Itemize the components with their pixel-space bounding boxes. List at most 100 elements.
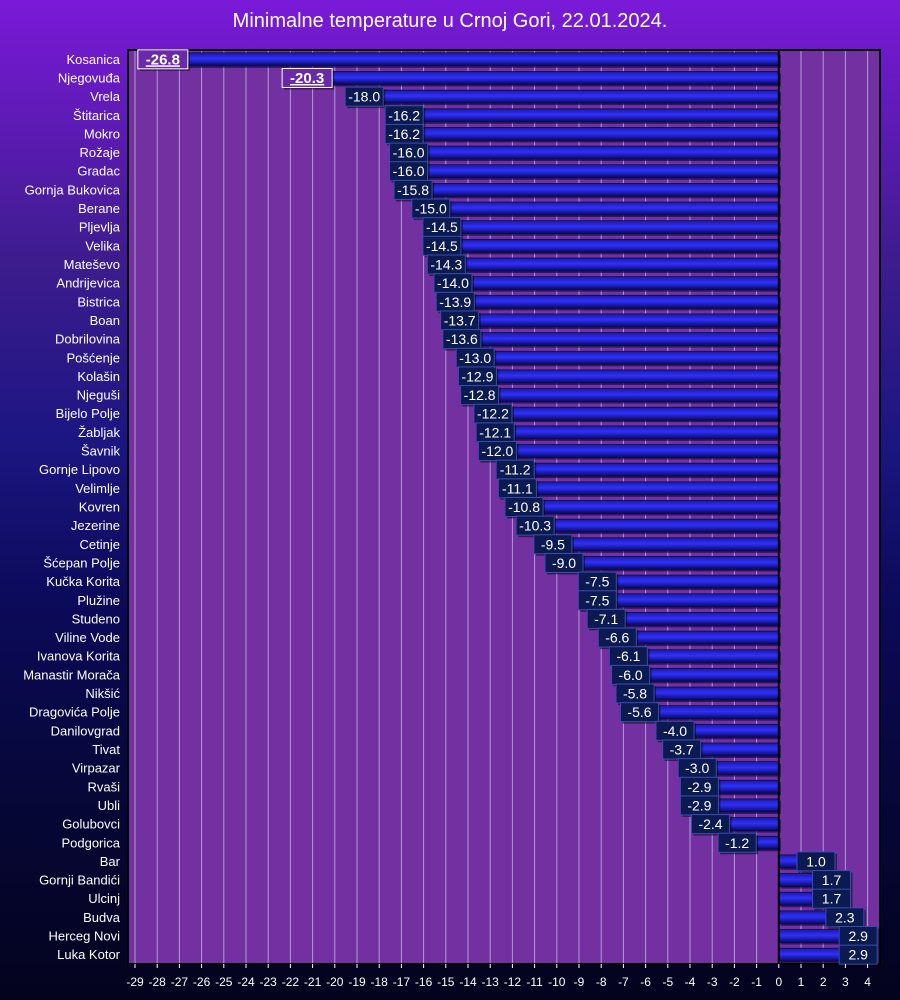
value-label-box — [544, 552, 584, 573]
bar — [476, 332, 780, 347]
value-label: -7.5 — [585, 592, 609, 608]
bar — [492, 369, 780, 384]
value-label-box — [281, 67, 333, 88]
category-label: Gornji Bandići — [39, 873, 120, 888]
x-tick-label: 2 — [820, 975, 827, 989]
bar — [327, 71, 780, 85]
category-label: Bijelo Polje — [56, 406, 120, 421]
category-label: Bistrica — [77, 294, 120, 309]
bar — [654, 705, 780, 720]
category-label: Njeguši — [77, 388, 120, 403]
category-label: Dobrilovina — [55, 332, 121, 347]
category-label: Ubli — [98, 798, 121, 813]
x-tick-label: -10 — [548, 975, 566, 989]
value-label: -14.5 — [426, 219, 458, 235]
value-label: -10.3 — [519, 518, 551, 534]
x-tick-label: -21 — [304, 975, 322, 989]
value-label: -12.1 — [479, 424, 511, 440]
x-tick-label: -22 — [282, 975, 300, 989]
value-label: -10.8 — [508, 499, 540, 515]
value-label: 2.3 — [835, 909, 855, 925]
x-axis-ticks: -29 -28 -27 -26 -25 -24 -23 -22 -21 -20 -19 -18 -17-… — [126, 964, 871, 989]
value-label: -11.1 — [502, 480, 533, 496]
value-label: -12.0 — [481, 443, 513, 459]
bar — [620, 612, 780, 626]
category-label: Kosanica — [67, 52, 121, 67]
x-tick-label: -12 — [504, 975, 522, 989]
bar — [696, 742, 780, 757]
category-label: Šavnik — [81, 444, 121, 459]
category-label: Danilovgrad — [51, 723, 120, 738]
bar — [611, 574, 780, 589]
category-label: Vrela — [90, 89, 121, 104]
x-tick-label: -24 — [237, 975, 255, 989]
category-label: Ivanova Korita — [37, 649, 121, 664]
value-label: -3.7 — [670, 741, 694, 757]
bar — [418, 108, 780, 123]
x-tick-label: -20 — [326, 975, 344, 989]
bar — [531, 481, 780, 496]
x-tick-label: -25 — [215, 975, 233, 989]
x-tick-label: -27 — [171, 975, 189, 989]
bar — [578, 556, 780, 570]
bar — [778, 947, 844, 962]
category-label: Njegovuđa — [58, 70, 121, 85]
value-label: -20.3 — [290, 70, 324, 87]
category-label: Gornje Lipovo — [39, 462, 120, 477]
x-tick-label: -9 — [574, 975, 585, 989]
category-label: Budva — [83, 910, 121, 925]
value-label: 1.7 — [822, 891, 842, 907]
category-label: Herceg Novi — [48, 929, 120, 944]
value-label: -13.9 — [439, 294, 471, 310]
x-tick-label: -5 — [662, 975, 673, 989]
bar — [378, 89, 780, 104]
category-label: Velika — [85, 238, 120, 253]
bar — [456, 220, 780, 235]
bar — [427, 182, 780, 197]
value-label: -13.0 — [459, 350, 491, 366]
value-label: -14.3 — [430, 257, 462, 273]
bar — [460, 257, 780, 272]
bar — [456, 238, 780, 253]
x-tick-label: -2 — [729, 975, 740, 989]
category-label: Podgorica — [61, 835, 120, 850]
x-tick-label: -29 — [126, 975, 144, 989]
value-label: -9.0 — [552, 555, 576, 571]
x-tick-label: -15 — [437, 975, 455, 989]
bar — [445, 201, 780, 216]
value-label: -26.8 — [146, 51, 180, 68]
category-label: Velimlje — [75, 481, 120, 496]
bar — [538, 500, 780, 514]
value-label: -12.8 — [464, 387, 496, 403]
category-label: Plužine — [77, 593, 120, 608]
value-label: -5.6 — [627, 704, 651, 720]
bar — [423, 164, 780, 179]
value-label: -13.6 — [446, 331, 478, 347]
x-tick-label: -17 — [393, 975, 411, 989]
value-label: 1.0 — [806, 853, 826, 869]
category-label: Andrijevica — [56, 276, 120, 291]
category-label: Cetinje — [80, 537, 120, 552]
bar — [509, 425, 780, 440]
x-tick-label: -11 — [526, 975, 543, 989]
value-label-box — [838, 944, 878, 965]
bar — [714, 779, 780, 794]
value-label: -2.9 — [687, 779, 711, 795]
category-label: Šćepan Polje — [43, 555, 120, 570]
value-label: -13.7 — [444, 312, 476, 328]
value-label: -14.0 — [437, 275, 469, 291]
value-label: -3.0 — [685, 760, 709, 776]
bar — [512, 444, 780, 458]
category-label: Kovren — [79, 500, 120, 515]
category-labels: Kosanica Njegovuđa Vrela Štitarica Mokro Roža… — [23, 52, 121, 962]
value-label: -2.9 — [687, 797, 711, 813]
category-label: Boan — [90, 313, 120, 328]
category-label: Jezerine — [71, 518, 120, 533]
category-label: Mateševo — [64, 257, 120, 272]
category-label: Rvaši — [87, 779, 120, 794]
bar — [778, 910, 831, 925]
value-label: -18.0 — [348, 89, 380, 105]
value-label: -14.5 — [426, 238, 458, 254]
value-label-box — [691, 814, 731, 835]
category-label: Gornja Bukovica — [25, 182, 121, 197]
